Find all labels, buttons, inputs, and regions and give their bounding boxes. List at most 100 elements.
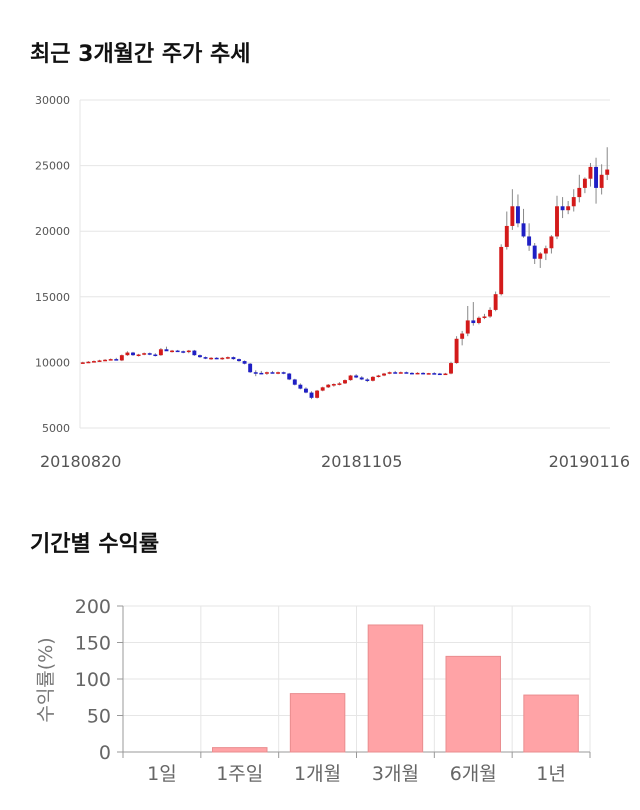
- candle-body-down: [237, 359, 241, 362]
- candle-body-up: [86, 361, 91, 364]
- candle: [97, 359, 102, 362]
- candle: [225, 356, 230, 360]
- returns-bar: [445, 655, 501, 753]
- candle-body-up: [225, 357, 230, 359]
- candle-body-up: [158, 349, 163, 356]
- candle: [220, 357, 225, 360]
- candle-body-up: [343, 380, 347, 384]
- candle: [298, 383, 303, 390]
- candle: [320, 386, 325, 392]
- returns-axes: [117, 605, 591, 758]
- candle: [387, 371, 392, 375]
- price-candles: [80, 147, 610, 400]
- candle: [125, 351, 130, 356]
- candle-body-up: [577, 187, 582, 198]
- returns-gridlines: [122, 605, 591, 753]
- candle: [292, 378, 297, 386]
- candle: [142, 352, 147, 356]
- candle-body-up: [443, 373, 448, 376]
- candle-body-up: [97, 360, 102, 362]
- candle: [376, 374, 381, 378]
- candle: [393, 370, 398, 374]
- candle-body-up: [549, 236, 554, 249]
- candle: [532, 243, 537, 264]
- candle: [136, 353, 141, 357]
- candle-body-up: [504, 225, 509, 247]
- candle: [582, 177, 587, 194]
- candle: [404, 371, 409, 374]
- candle: [499, 244, 504, 296]
- returns-x-tick-label: 1년: [536, 763, 566, 785]
- candle-body-down: [560, 206, 565, 211]
- candle-body-up: [449, 363, 453, 374]
- price-y-tick-label: 10000: [35, 356, 70, 369]
- candle: [175, 349, 180, 353]
- candle: [331, 383, 336, 387]
- candle: [454, 336, 459, 364]
- candle-body-down: [203, 357, 208, 359]
- candle: [538, 252, 543, 268]
- price-y-tick-label: 20000: [35, 225, 70, 238]
- candle-body-up: [370, 376, 375, 381]
- candle: [309, 391, 314, 400]
- candle-body-down: [153, 354, 158, 357]
- candle: [510, 189, 515, 230]
- candle-body-down: [231, 357, 236, 360]
- candle-body-down: [248, 363, 253, 373]
- candle-body-up: [398, 372, 403, 374]
- returns-y-tick-label: 100: [75, 669, 111, 691]
- candle-body-up: [499, 246, 504, 295]
- candle: [588, 162, 593, 187]
- price-y-tick-labels: 30000 25000 20000 15000 10000 5000: [35, 94, 70, 435]
- candle-body-down: [409, 372, 414, 375]
- candle: [527, 223, 532, 251]
- candle-body-down: [287, 373, 292, 380]
- candle-body-down: [147, 353, 152, 355]
- candle: [326, 384, 331, 388]
- candle: [382, 372, 387, 377]
- candle-body-down: [404, 372, 409, 374]
- candle-body-up: [454, 338, 459, 364]
- candle-body-down: [437, 373, 442, 376]
- candle-body-down: [253, 372, 258, 374]
- candle-body-down: [421, 372, 426, 375]
- candle: [415, 372, 420, 375]
- returns-y-tick-label: 50: [87, 706, 111, 728]
- candle-body-up: [315, 390, 320, 398]
- candle: [605, 147, 610, 181]
- candle-body-down: [532, 245, 537, 259]
- candle-body-up: [348, 375, 353, 381]
- returns-bar: [523, 694, 579, 753]
- price-chart-title: 최근 3개월간 주가 추세: [30, 42, 251, 67]
- price-x-tick-label: 20190116: [549, 452, 630, 471]
- candle: [476, 316, 481, 325]
- candle-body-up: [103, 359, 108, 362]
- candle-body-down: [114, 359, 119, 361]
- candle-body-up: [264, 372, 269, 374]
- candle-body-down: [292, 379, 297, 385]
- returns-y-axis-label: 수익률(%): [35, 637, 57, 722]
- candle-body-up: [119, 355, 124, 361]
- candle: [354, 374, 359, 379]
- candle: [515, 194, 520, 228]
- candle: [482, 313, 487, 320]
- candle: [315, 389, 320, 399]
- candle-body-down: [181, 351, 186, 353]
- candle: [181, 350, 186, 354]
- returns-bar: [367, 624, 424, 753]
- candle-body-down: [309, 392, 314, 398]
- candle: [488, 307, 493, 318]
- returns-y-tick-label: 0: [99, 742, 111, 764]
- candle: [103, 359, 108, 362]
- candle-body-down: [515, 206, 520, 224]
- candle: [158, 347, 163, 356]
- candle-body-down: [594, 166, 599, 188]
- candle: [560, 197, 565, 219]
- candle: [264, 371, 269, 375]
- candle: [248, 363, 253, 373]
- candle-body-up: [555, 206, 559, 237]
- candle: [460, 330, 465, 346]
- candle: [409, 372, 414, 375]
- candle-body-up: [493, 294, 498, 310]
- candle-body-up: [331, 384, 336, 386]
